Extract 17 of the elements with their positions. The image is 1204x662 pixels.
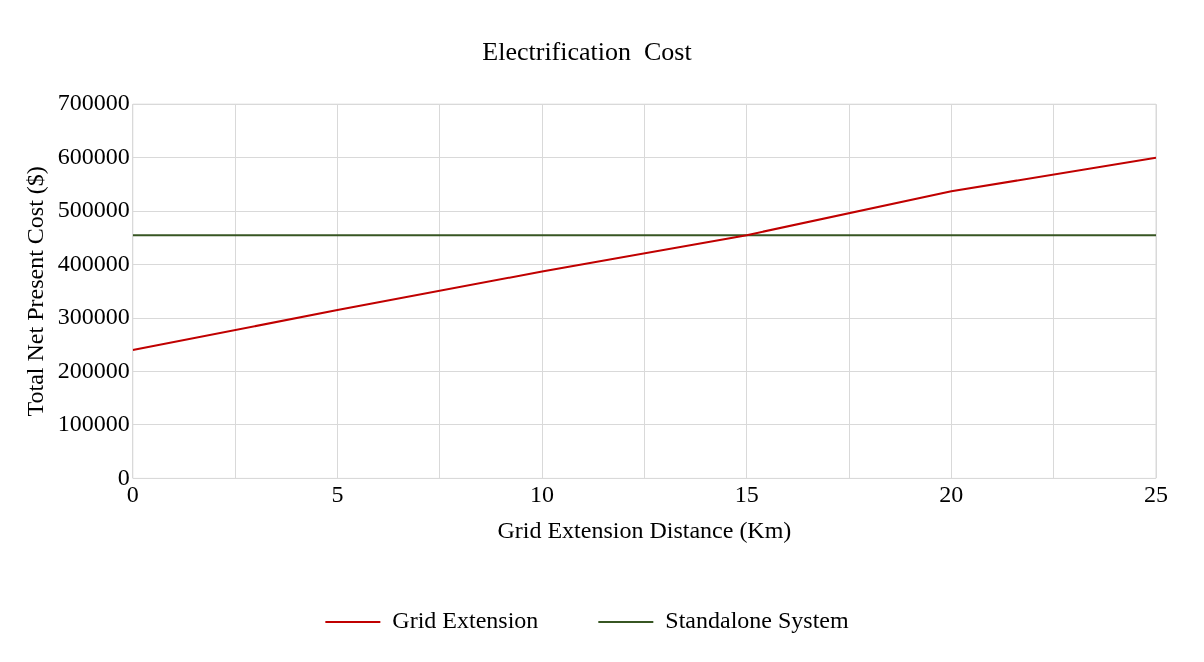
y-axis-title: Total Net Present Cost ($) [21,166,48,417]
y-tick-label: 100000 [57,410,130,437]
legend-label: Standalone System [665,607,849,634]
x-tick-label: 25 [1144,481,1168,508]
x-tick-label: 20 [939,481,964,508]
y-tick-label: 500000 [57,196,130,223]
x-axis-title: Grid Extension Distance (Km) [497,516,792,543]
legend-label: Grid Extension [392,607,539,634]
x-tick-label: 5 [331,481,344,508]
x-tick-label: 15 [734,481,759,508]
y-tick-label: 400000 [57,249,130,276]
y-tick-label: 300000 [57,303,130,330]
chart-title: Electrification Cost [482,37,693,67]
x-tick-label: 10 [530,481,555,508]
y-tick-label: 700000 [57,89,130,116]
y-tick-label: 200000 [57,356,130,383]
y-tick-label: 600000 [57,142,130,169]
